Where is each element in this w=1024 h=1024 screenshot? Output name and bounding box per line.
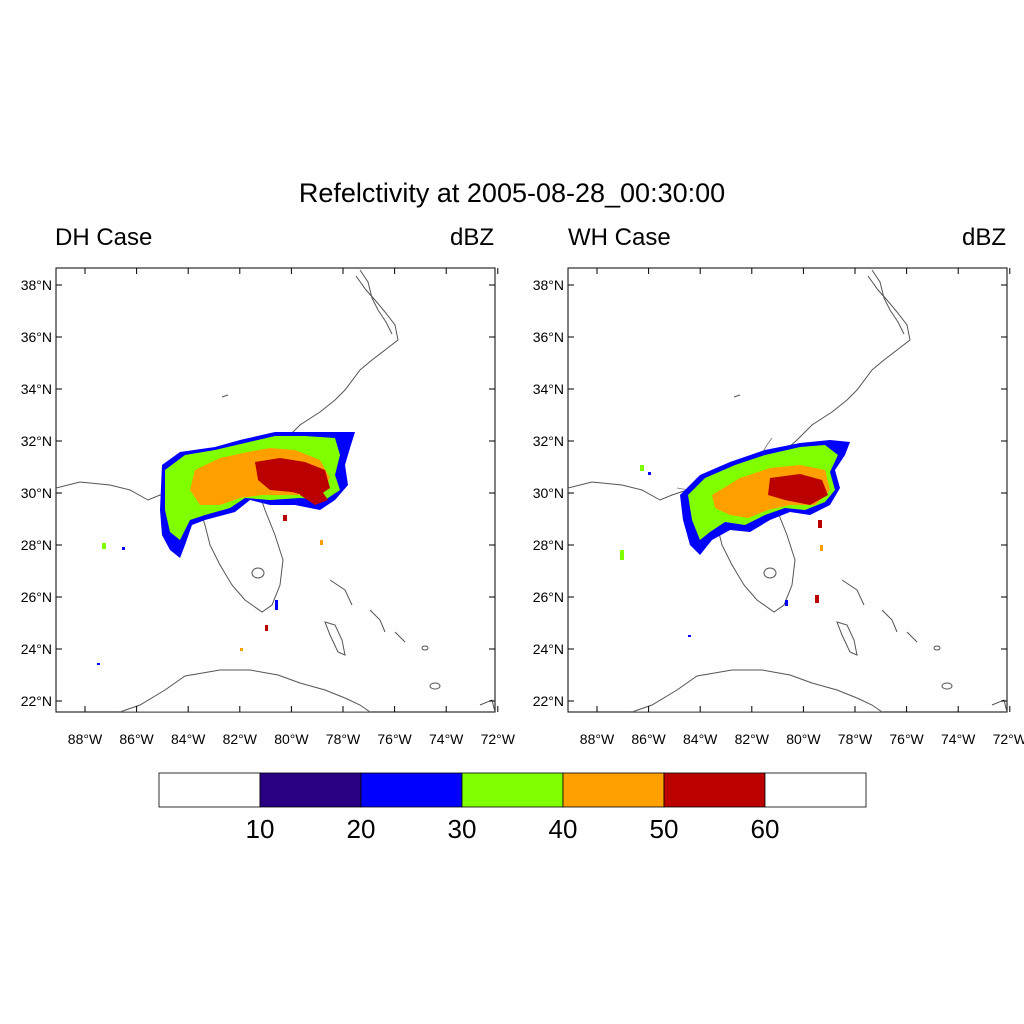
- lat-tick-label: 24°N: [21, 641, 52, 657]
- lat-tick-label: 26°N: [533, 589, 564, 605]
- colorbar-label: 30: [448, 814, 477, 844]
- lon-tick-label: 82°W: [735, 731, 770, 747]
- colorbar-label: 20: [347, 814, 376, 844]
- lon-tick-label: 78°W: [326, 731, 361, 747]
- map-axes: 38°N 36°N 34°N 32°N 30°N 28°N 26°N 24°N 22°N 88°W…: [21, 268, 1024, 747]
- colorbar-swatch: [461, 772, 564, 808]
- figure-title: Refelctivity at 2005-08-28_00:30:00: [298, 178, 726, 208]
- lat-tick-label: 24°N: [533, 641, 564, 657]
- panel-right-units: dBZ: [962, 224, 1007, 251]
- lon-tick-label: 84°W: [683, 731, 718, 747]
- lat-tick-label: 22°N: [533, 693, 564, 709]
- lon-tick-label: 80°W: [274, 731, 309, 747]
- wh-reflectivity-field: [620, 440, 850, 637]
- lon-tick-label: 72°W: [481, 731, 516, 747]
- panel-right-title: WH Case: [568, 224, 671, 251]
- colorbar-swatch: [764, 772, 867, 808]
- lon-tick-label: 74°W: [429, 731, 464, 747]
- lon-tick-label: 74°W: [941, 731, 976, 747]
- lat-tick-label: 28°N: [21, 537, 52, 553]
- colorbar-swatch: [360, 772, 463, 808]
- lat-tick-label: 38°N: [21, 277, 52, 293]
- lon-tick-label: 82°W: [223, 731, 258, 747]
- lat-tick-label: 30°N: [533, 485, 564, 501]
- lat-tick-label: 28°N: [533, 537, 564, 553]
- right-map-panel: [567, 267, 1008, 713]
- lat-tick-label: 22°N: [21, 693, 52, 709]
- colorbar-swatch: [158, 772, 261, 808]
- panel-left-units: dBZ: [450, 224, 495, 251]
- colorbar-label: 40: [549, 814, 578, 844]
- colorbar-label: 60: [751, 814, 780, 844]
- lat-tick-label: 34°N: [533, 381, 564, 397]
- colorbar-swatch: [663, 772, 766, 808]
- lat-tick-label: 36°N: [21, 329, 52, 345]
- colorbar: 10 20 30 40 50 60: [158, 772, 867, 844]
- lat-tick-label: 38°N: [533, 277, 564, 293]
- lat-tick-label: 32°N: [21, 433, 52, 449]
- lat-tick-label: 34°N: [21, 381, 52, 397]
- lat-tick-label: 30°N: [21, 485, 52, 501]
- lon-tick-label: 86°W: [119, 731, 154, 747]
- lon-tick-label: 76°W: [377, 731, 412, 747]
- lon-tick-label: 78°W: [838, 731, 873, 747]
- lon-tick-label: 86°W: [631, 731, 666, 747]
- lon-tick-label: 80°W: [786, 731, 821, 747]
- left-map-panel: [55, 267, 496, 713]
- lon-tick-label: 88°W: [68, 731, 103, 747]
- lat-tick-label: 32°N: [533, 433, 564, 449]
- colorbar-swatch: [562, 772, 665, 808]
- lon-tick-label: 88°W: [580, 731, 615, 747]
- panel-left-title: DH Case: [55, 224, 153, 251]
- colorbar-swatch: [259, 772, 362, 808]
- colorbar-label: 50: [650, 814, 679, 844]
- colorbar-label: 10: [246, 814, 275, 844]
- lon-tick-label: 76°W: [889, 731, 924, 747]
- lat-tick-label: 36°N: [533, 329, 564, 345]
- lat-tick-label: 26°N: [21, 589, 52, 605]
- lon-tick-label: 72°W: [993, 731, 1024, 747]
- lon-tick-label: 84°W: [171, 731, 206, 747]
- dh-reflectivity-field: [97, 432, 355, 665]
